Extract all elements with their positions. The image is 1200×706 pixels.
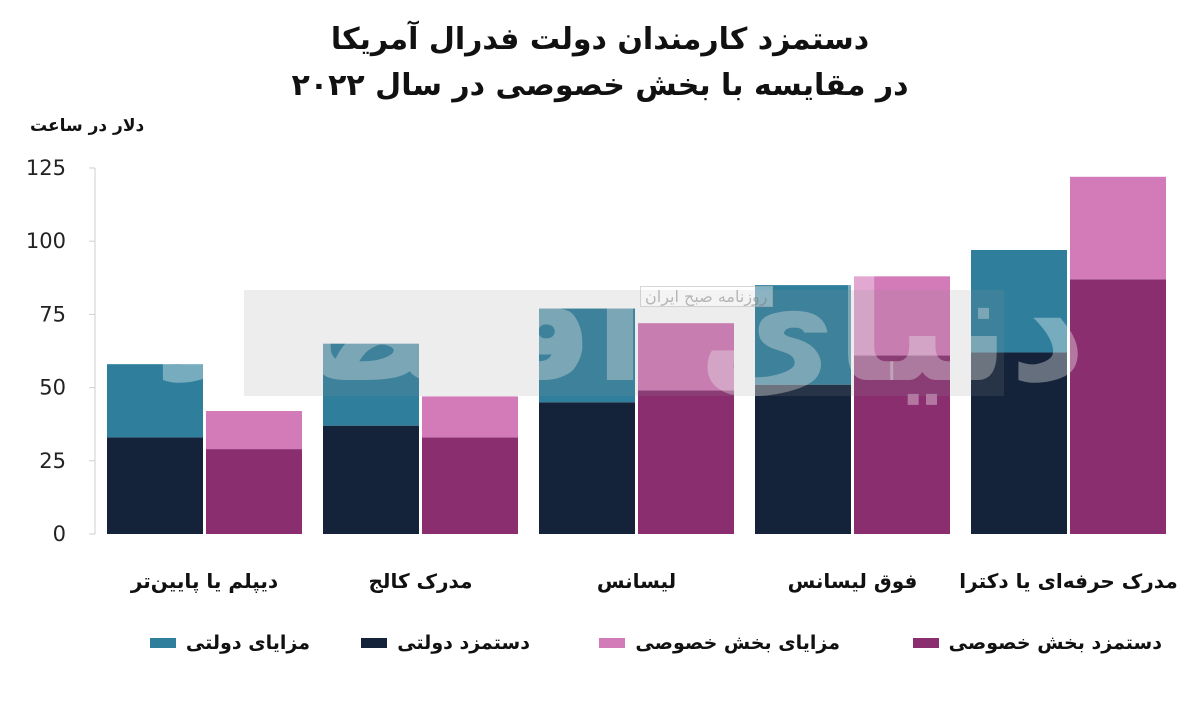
chart-title: دستمزد کارمندان دولت فدرال آمریکا <box>330 22 870 57</box>
legend-swatch <box>361 638 388 648</box>
y-tick-label: 75 <box>39 302 66 326</box>
y-tick-label: 50 <box>39 376 66 400</box>
bar-segment <box>539 402 635 534</box>
bar-segment <box>206 411 302 450</box>
x-category-label: لیسانس <box>597 569 676 593</box>
bar-segment <box>755 285 851 385</box>
bar-segment <box>854 276 950 356</box>
bar-segment <box>323 343 419 426</box>
chart-subtitle: در مقایسه با بخش خصوصی در سال ۲۰۲۲ <box>291 68 909 103</box>
y-tick-label: 0 <box>53 522 66 546</box>
bar-segment <box>1070 176 1166 280</box>
bar-segment <box>971 352 1067 534</box>
bar-segment <box>107 437 203 534</box>
bar-segment <box>638 390 734 534</box>
legend-item-gov-wage: دستمزد دولتی <box>361 632 530 654</box>
legend-item-private-benefit: مزایای بخش خصوصی <box>599 632 840 654</box>
y-tick-label: 100 <box>26 229 66 253</box>
x-category-label: دیپلم یا پایین‌تر <box>130 569 278 594</box>
bar-segment <box>755 384 851 534</box>
legend-label: مزایای دولتی <box>185 632 310 654</box>
bar-segment <box>539 308 635 403</box>
x-category-label: مدرک کالج <box>369 569 473 593</box>
legend-swatch <box>599 638 626 648</box>
legend-item-private-wage: دستمزد بخش خصوصی <box>912 632 1162 654</box>
legend-label: دستمزد دولتی <box>397 632 530 654</box>
watermark-band <box>244 290 1004 396</box>
bar-segment <box>422 396 518 438</box>
bar-segment <box>107 364 203 438</box>
legend-label: مزایای بخش خصوصی <box>635 632 840 654</box>
y-tick-label: 25 <box>39 449 66 473</box>
y-tick-label: 125 <box>26 156 66 180</box>
x-category-label: مدرک حرفه‌ای یا دکترا <box>959 569 1177 593</box>
legend-label: دستمزد بخش خصوصی <box>948 632 1162 654</box>
legend-swatch <box>912 638 939 648</box>
bar-segment <box>323 425 419 534</box>
bar-segment <box>422 437 518 534</box>
x-category-label: فوق لیسانس <box>788 569 918 593</box>
bar-segment <box>1070 279 1166 534</box>
bar-segment <box>206 449 302 534</box>
bar-segment <box>971 249 1067 353</box>
watermark-tag: روزنامه صبح ایران <box>640 286 773 307</box>
legend-item-gov-benefit: مزایای دولتی <box>149 632 310 654</box>
bar-segment <box>638 323 734 391</box>
watermark-logo-text: دنیای اقتصاد <box>154 242 1087 416</box>
y-axis-unit-label: دلار در ساعت <box>30 116 145 136</box>
legend-swatch <box>149 638 176 648</box>
bar-segment <box>854 355 950 534</box>
